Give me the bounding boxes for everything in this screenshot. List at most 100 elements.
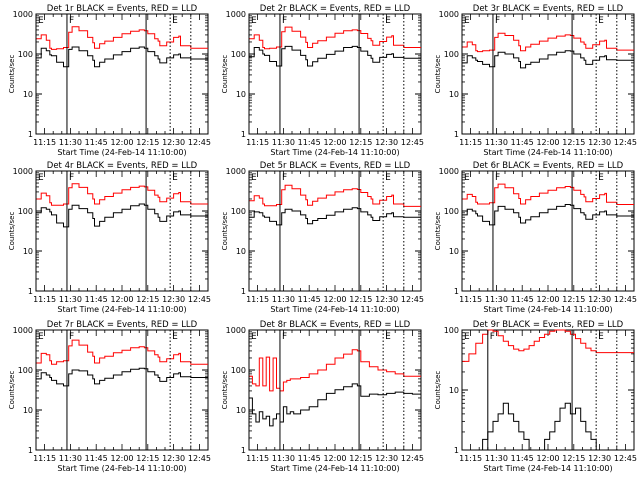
panel-title: Det 5r BLACK = Events, RED = LLD [260,161,411,171]
detector-panel-8: Det 8r BLACK = Events, RED = LLD 1 10 100 10… [221,320,424,473]
y-tick-label: 100 [231,366,246,375]
y-tick-label: 100 [18,50,33,59]
detector-panel-6: Det 6r BLACK = Events, RED = LLD 1 10 100 10… [434,161,637,314]
x-tick-label: 11:15 [33,295,56,304]
series-events-line [36,46,208,68]
series-events-line [249,207,421,226]
plot-frame [461,170,635,292]
x-tick-label: 11:45 [85,138,108,147]
y-tick-label: 1 [454,287,459,296]
event-marker-label: F [495,173,500,183]
x-tick-label: 11:15 [246,454,269,463]
x-axis-label: Start Time (24-Feb-14 11:10:00) [483,305,612,314]
event-marker-label: E [598,332,604,342]
y-tick-label: 10 [449,386,459,395]
y-axis-label: Counts/sec [434,55,442,94]
y-tick-label: 1000 [226,167,246,176]
plot-frame [461,13,635,135]
x-tick-label: 12:15 [349,295,372,304]
x-tick-label: 12:30 [162,454,185,463]
event-marker-label: E [172,16,178,26]
plot-frame [35,329,209,451]
x-tick-label: 12:00 [110,138,133,147]
x-tick-label: 12:45 [614,454,637,463]
plot-frame [35,170,209,292]
x-axis-label: Start Time (24-Feb-14 11:10:00) [57,148,186,157]
x-tick-label: 11:45 [85,295,108,304]
detector-panel-2: Det 2r BLACK = Events, RED = LLD 1 10 100 10… [221,4,424,157]
y-tick-label: 100 [231,207,246,216]
x-axis-label: Start Time (24-Feb-14 11:10:00) [57,464,186,473]
series-lld-line [249,349,421,392]
series-lld-line [462,329,634,362]
x-axis-label: Start Time (24-Feb-14 11:10:00) [483,148,612,157]
x-tick-label: 11:30 [59,454,82,463]
event-marker-label: E [251,173,257,183]
event-marker-label: E [38,16,44,26]
y-tick-label: 1 [454,130,459,139]
x-tick-label: 12:30 [162,138,185,147]
x-tick-label: 11:45 [298,454,321,463]
y-tick-label: 1000 [439,10,459,19]
y-tick-label: 10 [236,247,246,256]
event-marker-label: F [490,332,495,342]
x-tick-label: 12:15 [562,295,585,304]
x-tick-label: 12:00 [536,295,559,304]
x-tick-label: 12:45 [188,138,211,147]
x-tick-label: 12:15 [349,454,372,463]
y-tick-label: 10 [449,247,459,256]
series-lld-line [36,26,208,50]
y-tick-label: 10 [23,90,33,99]
y-tick-label: 100 [444,207,459,216]
y-tick-label: 100 [231,50,246,59]
y-tick-label: 100 [18,366,33,375]
y-tick-label: 1 [241,287,246,296]
y-tick-label: 1000 [13,10,33,19]
y-tick-label: 1 [454,446,459,455]
event-marker-label: F [69,332,74,342]
y-axis-label: Counts/sec [434,371,442,410]
x-axis-label: Start Time (24-Feb-14 11:10:00) [270,148,399,157]
panel-title: Det 4r BLACK = Events, RED = LLD [47,161,198,171]
series-lld-line [462,183,634,205]
y-axis-label: Counts/sec [434,212,442,251]
x-tick-label: 12:45 [401,454,424,463]
x-tick-label: 12:30 [588,138,611,147]
event-marker-label: E [385,173,391,183]
series-lld-line [249,26,421,50]
y-tick-label: 10 [236,90,246,99]
x-tick-label: 12:45 [614,295,637,304]
panel-title: Det 9r BLACK = Events, RED = LLD [473,320,624,330]
series-lld-line [462,32,634,53]
x-tick-label: 11:30 [272,454,295,463]
x-tick-label: 12:15 [562,138,585,147]
detector-panel-4: Det 4r BLACK = Events, RED = LLD 1 10 100 10… [8,161,211,314]
x-tick-label: 12:00 [323,454,346,463]
x-tick-label: 12:30 [588,295,611,304]
x-tick-label: 11:45 [511,138,534,147]
event-marker-label: F [282,332,287,342]
y-axis-label: Counts/sec [221,371,229,410]
event-marker-label: E [251,332,257,342]
x-tick-label: 11:30 [59,138,82,147]
y-axis-label: Counts/sec [221,55,229,94]
x-tick-label: 12:00 [110,295,133,304]
x-tick-label: 12:45 [188,454,211,463]
y-tick-label: 10 [449,90,459,99]
y-tick-label: 1000 [226,10,246,19]
event-marker-label: F [69,173,74,183]
x-axis-label: Start Time (24-Feb-14 11:10:00) [57,305,186,314]
event-marker-label: E [251,16,257,26]
x-tick-label: 11:45 [85,454,108,463]
x-tick-label: 11:45 [298,138,321,147]
x-tick-label: 12:15 [349,138,372,147]
event-marker-label: E [598,173,604,183]
event-marker-label: E [385,16,391,26]
x-tick-label: 11:15 [33,138,56,147]
x-tick-label: 12:45 [401,295,424,304]
event-marker-label: E [172,173,178,183]
x-tick-label: 11:15 [246,138,269,147]
x-axis-label: Start Time (24-Feb-14 11:10:00) [270,305,399,314]
x-tick-label: 11:30 [272,138,295,147]
